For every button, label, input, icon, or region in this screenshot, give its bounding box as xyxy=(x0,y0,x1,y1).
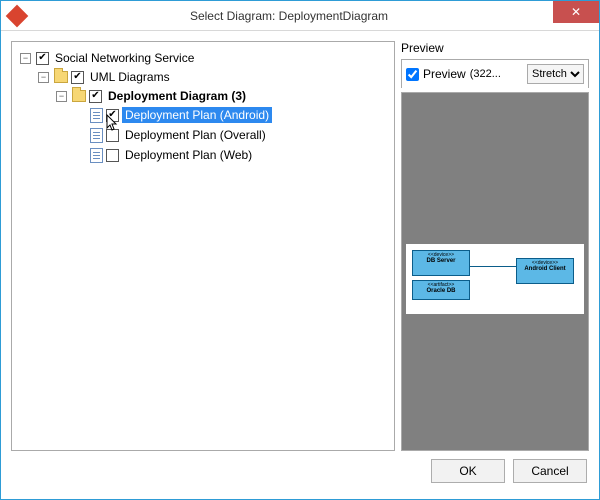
preview-mode-select[interactable]: Stretch xyxy=(527,64,584,84)
tree-uml-label: UML Diagrams xyxy=(87,69,173,85)
tree-item-label: Deployment Plan (Android) xyxy=(122,107,272,123)
ok-button[interactable]: OK xyxy=(431,459,505,483)
title-bar: Select Diagram: DeploymentDiagram ✕ xyxy=(1,1,599,31)
node-android: <<device>> Android Client xyxy=(516,258,574,284)
tree-item-row[interactable]: Deployment Plan (Web) xyxy=(74,146,390,164)
window-title: Select Diagram: DeploymentDiagram xyxy=(25,9,553,23)
preview-section-label: Preview xyxy=(401,41,589,55)
content-area: − Social Networking Service − UML Diagra… xyxy=(1,31,599,451)
tree-item-label: Deployment Plan (Web) xyxy=(122,147,255,163)
checkbox-item-1[interactable] xyxy=(106,129,119,142)
checkbox-deploy-group[interactable] xyxy=(89,90,102,103)
tree-deploy-group-row[interactable]: − Deployment Diagram (3) xyxy=(56,87,390,105)
preview-dimensions: (322... xyxy=(470,68,523,80)
tree-uml-row[interactable]: − UML Diagrams xyxy=(38,68,390,86)
dialog-footer: OK Cancel xyxy=(1,451,599,491)
connector-line xyxy=(470,266,516,267)
toggle-spacer xyxy=(74,130,85,141)
folder-open-icon xyxy=(72,90,86,102)
preview-checkbox-label: Preview xyxy=(423,67,466,81)
preview-controls: Preview (322... Stretch xyxy=(401,59,589,88)
collapse-toggle[interactable]: − xyxy=(20,53,31,64)
checkbox-item-0[interactable] xyxy=(106,109,119,122)
preview-checkbox[interactable] xyxy=(406,68,419,81)
checkbox-root[interactable] xyxy=(36,52,49,65)
toggle-spacer xyxy=(74,110,85,121)
checkbox-item-2[interactable] xyxy=(106,149,119,162)
tree-item-row[interactable]: Deployment Plan (Android) xyxy=(74,106,390,124)
document-icon xyxy=(90,128,103,143)
tree-item-row[interactable]: Deployment Plan (Overall) xyxy=(74,126,390,144)
tree-root-row[interactable]: − Social Networking Service xyxy=(20,49,390,67)
tree-item-label: Deployment Plan (Overall) xyxy=(122,127,269,143)
tree-panel: − Social Networking Service − UML Diagra… xyxy=(11,41,395,451)
tree-root-label: Social Networking Service xyxy=(52,50,197,66)
collapse-toggle[interactable]: − xyxy=(56,91,67,102)
document-icon xyxy=(90,108,103,123)
preview-area: <<device>> DB Server <<artifact>> Oracle… xyxy=(401,92,589,451)
collapse-toggle[interactable]: − xyxy=(38,72,49,83)
folder-open-icon xyxy=(54,71,68,83)
preview-panel: Preview Preview (322... Stretch <<device… xyxy=(401,41,589,451)
close-button[interactable]: ✕ xyxy=(553,1,599,23)
document-icon xyxy=(90,148,103,163)
tree-deploy-group-label: Deployment Diagram (3) xyxy=(105,88,249,104)
node-oracle: <<artifact>> Oracle DB xyxy=(412,280,470,300)
checkbox-uml[interactable] xyxy=(71,71,84,84)
toggle-spacer xyxy=(74,150,85,161)
diagram-thumbnail: <<device>> DB Server <<artifact>> Oracle… xyxy=(406,244,584,314)
node-db-server: <<device>> DB Server xyxy=(412,250,470,276)
cancel-button[interactable]: Cancel xyxy=(513,459,587,483)
